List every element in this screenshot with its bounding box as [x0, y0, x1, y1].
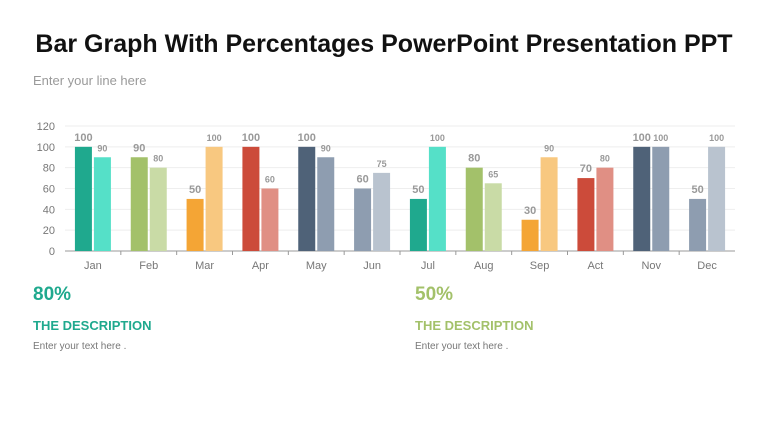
left-text: Enter your text here .	[33, 341, 127, 352]
x-tick-label: May	[306, 260, 327, 272]
page-title: Bar Graph With Percentages PowerPoint Pr…	[35, 30, 733, 58]
bar	[205, 146, 223, 251]
y-tick-label: 100	[37, 142, 55, 154]
data-label: 100	[633, 132, 651, 144]
bar	[298, 146, 316, 251]
bar	[242, 146, 260, 251]
bar	[521, 219, 539, 251]
bar	[317, 157, 335, 251]
x-tick-label: Sep	[530, 260, 550, 272]
right-percent: 50%	[415, 284, 454, 305]
data-label: 100	[653, 133, 668, 143]
bar	[186, 198, 204, 251]
y-tick-label: 20	[43, 225, 55, 237]
data-label: 50	[412, 184, 424, 196]
data-label: 100	[74, 132, 92, 144]
right-text: Enter your text here .	[415, 341, 509, 352]
y-tick-label: 80	[43, 163, 55, 175]
y-tick-label: 120	[37, 121, 55, 133]
data-label: 70	[580, 163, 592, 175]
data-label: 50	[691, 184, 703, 196]
bar	[465, 167, 483, 251]
data-label: 50	[189, 184, 201, 196]
data-label: 80	[153, 154, 163, 164]
x-tick-label: Jun	[363, 260, 381, 272]
data-label: 90	[544, 143, 554, 153]
left-heading: THE DESCRIPTION	[33, 318, 152, 333]
bar	[74, 146, 92, 251]
x-tick-label: Feb	[139, 260, 158, 272]
bar	[149, 167, 167, 251]
x-tick-label: Act	[587, 260, 603, 272]
left-percent: 80%	[33, 284, 72, 305]
data-label: 80	[468, 153, 480, 165]
x-tick-label: Nov	[641, 260, 661, 272]
bar	[577, 178, 595, 251]
y-tick-label: 0	[49, 246, 55, 258]
y-tick-label: 60	[43, 184, 55, 196]
data-label: 75	[377, 159, 387, 169]
x-tick-label: Aug	[474, 260, 494, 272]
data-label: 30	[524, 205, 536, 217]
bar	[373, 172, 391, 251]
data-label: 65	[488, 169, 498, 179]
y-tick-label: 40	[43, 204, 55, 216]
data-label: 100	[298, 132, 316, 144]
bar	[596, 167, 614, 251]
x-tick-label: Jul	[421, 260, 435, 272]
bar	[354, 188, 372, 251]
x-tick-label: Apr	[252, 260, 269, 272]
bar	[652, 146, 670, 251]
bar	[130, 157, 148, 251]
data-label: 90	[133, 142, 145, 154]
bar-chart: 0 20 40 60 80 100 120 Jan 100 90 Feb 90 80 Mar 50 100 Ap…	[37, 121, 735, 272]
data-label: 100	[430, 133, 445, 143]
bar	[484, 183, 502, 251]
bar	[93, 157, 111, 251]
bar	[689, 198, 707, 251]
data-label: 100	[709, 133, 724, 143]
x-tick-label: Dec	[697, 260, 717, 272]
bar	[428, 146, 446, 251]
bar	[409, 198, 427, 251]
data-label: 90	[321, 143, 331, 153]
data-label: 80	[600, 154, 610, 164]
x-tick-label: Jan	[84, 260, 102, 272]
bar	[633, 146, 651, 251]
data-label: 100	[207, 133, 222, 143]
data-label: 60	[265, 175, 275, 185]
bar	[708, 146, 726, 251]
subtitle: Enter your line here	[33, 73, 147, 88]
data-label: 60	[356, 174, 368, 186]
data-label: 100	[242, 132, 260, 144]
x-tick-label: Mar	[195, 260, 214, 272]
right-heading: THE DESCRIPTION	[415, 318, 534, 333]
bar	[540, 157, 558, 251]
bar	[261, 188, 279, 251]
data-label: 90	[97, 143, 107, 153]
